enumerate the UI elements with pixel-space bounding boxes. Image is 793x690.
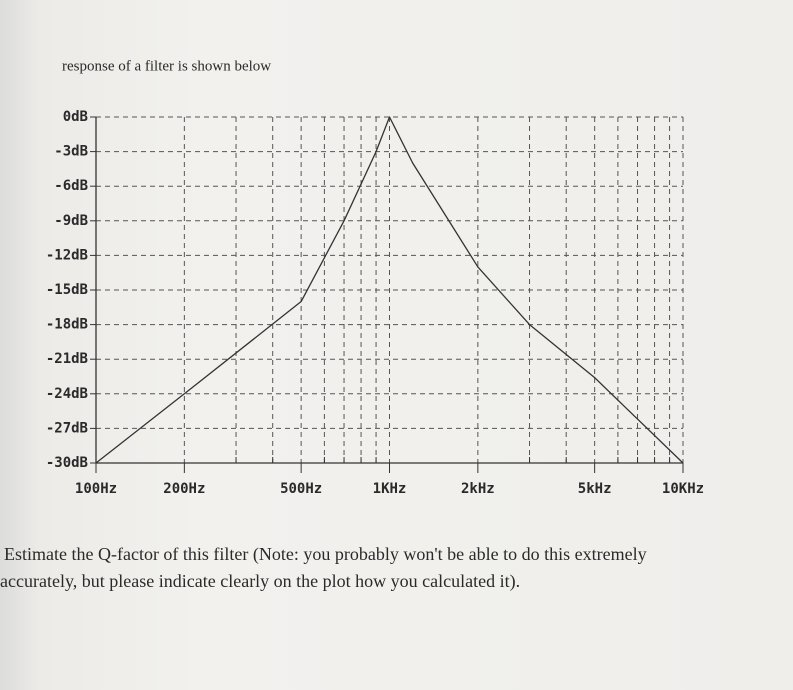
y-tick-label: -9dB <box>54 213 88 229</box>
y-tick-label: -30dB <box>46 455 88 471</box>
y-tick-label: -12dB <box>46 247 88 263</box>
intro-text: response of a filter is shown below <box>62 58 271 74</box>
y-tick-label: -21dB <box>46 351 88 367</box>
y-tick-label: -18dB <box>46 317 88 333</box>
y-tick-label: -3dB <box>54 144 88 160</box>
question-line: Estimate the Q-factor of this filter (No… <box>4 544 647 565</box>
y-tick-label: -24dB <box>46 386 88 402</box>
y-tick-label: -27dB <box>46 420 88 436</box>
x-tick-label: 200Hz <box>163 481 205 497</box>
y-tick-label: -15dB <box>46 282 88 298</box>
x-tick-label: 10KHz <box>662 481 704 497</box>
x-tick-label: 5kHz <box>578 481 612 497</box>
x-tick-label: 1KHz <box>373 481 407 497</box>
question-line: accurately, but please indicate clearly … <box>0 571 520 592</box>
x-tick-label: 500Hz <box>280 481 322 497</box>
x-tick-label: 2kHz <box>461 481 495 497</box>
x-tick-label: 100Hz <box>75 481 117 497</box>
y-tick-label: -6dB <box>54 178 88 194</box>
response-curve <box>95 116 684 464</box>
y-tick-label: 0dB <box>63 109 88 125</box>
